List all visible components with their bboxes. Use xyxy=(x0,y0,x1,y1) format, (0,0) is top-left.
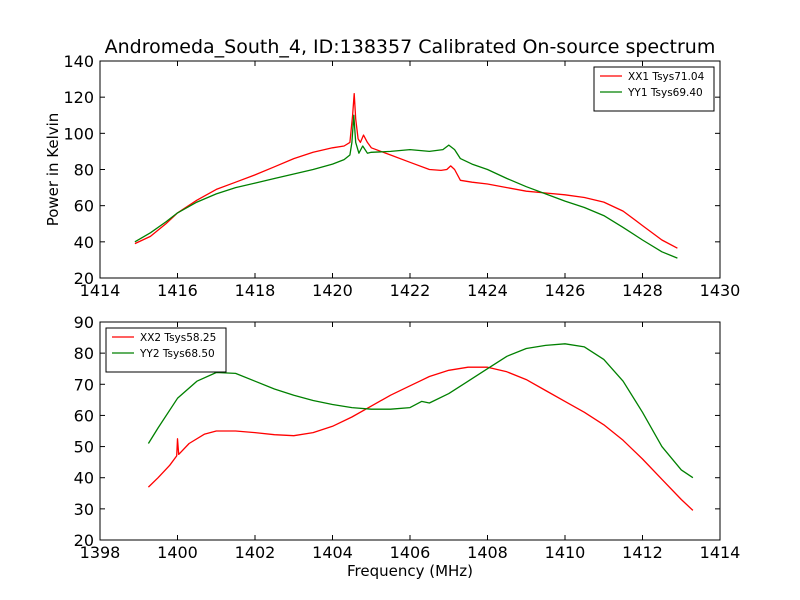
x-tick-label: 1422 xyxy=(390,281,431,300)
y-tick-label: 30 xyxy=(74,500,94,519)
x-tick-label: 1430 xyxy=(700,281,741,300)
x-tick-label: 1398 xyxy=(80,543,121,562)
y-axis-label: Power in Kelvin xyxy=(44,113,62,227)
y-tick-label: 90 xyxy=(74,313,94,332)
legend-label: XX1 Tsys71.04 xyxy=(628,71,705,83)
y-tick-label: 50 xyxy=(74,438,94,457)
legend-box xyxy=(105,327,227,373)
bottom-panel: 1398 1400 1402 1404 1406 1408 1410 1412 1414 20 30… xyxy=(74,313,741,580)
y-tick-label: 120 xyxy=(63,88,94,107)
y-tick-label: 20 xyxy=(74,269,94,288)
x-tick-label: 1406 xyxy=(390,543,431,562)
y-tick-label: 100 xyxy=(63,124,94,143)
x-tick-label: 1414 xyxy=(700,543,741,562)
x-tick-label: 1402 xyxy=(235,543,276,562)
x-tick-label: 1400 xyxy=(157,543,198,562)
top-panel: 1414 1416 1418 1420 1422 1424 1426 1428 1430 20 40… xyxy=(44,52,740,300)
y-tick-label: 60 xyxy=(74,406,94,425)
series-line-2 xyxy=(147,343,694,479)
legend-label: YY1 Tsys69.40 xyxy=(627,87,703,99)
y-tick-label: 20 xyxy=(74,531,94,550)
x-tick-label: 1416 xyxy=(157,281,198,300)
x-tick-label: 1412 xyxy=(622,543,663,562)
series-line-1 xyxy=(134,92,678,249)
y-tick-label: 140 xyxy=(63,52,94,71)
x-tick-label: 1408 xyxy=(467,543,508,562)
chart-title: Andromeda_South_4, ID:138357 Calibrated … xyxy=(105,36,716,58)
legend-label: YY2 Tsys68.50 xyxy=(139,348,215,360)
x-tick-label: 1420 xyxy=(312,281,353,300)
x-axis-label: Frequency (MHz) xyxy=(347,562,473,580)
x-tick-label: 1414 xyxy=(80,281,121,300)
x-tick-label: 1426 xyxy=(545,281,586,300)
y-tick-label: 70 xyxy=(74,375,94,394)
series-line-2 xyxy=(134,114,678,259)
x-tick-label: 1404 xyxy=(312,543,353,562)
series-line-1 xyxy=(147,366,694,511)
y-tick-label: 80 xyxy=(74,161,94,180)
x-tick-label: 1428 xyxy=(622,281,663,300)
legend-label: XX2 Tsys58.25 xyxy=(140,332,216,344)
x-tick-label: 1424 xyxy=(467,281,508,300)
legend-box xyxy=(593,66,715,112)
x-tick-label: 1410 xyxy=(545,543,586,562)
x-tick-label: 1418 xyxy=(235,281,276,300)
legend: XX2 Tsys58.25 YY2 Tsys68.50 xyxy=(105,327,227,373)
y-tick-label: 60 xyxy=(74,197,94,216)
y-tick-label: 40 xyxy=(74,469,94,488)
legend: XX1 Tsys71.04 YY1 Tsys69.40 xyxy=(593,66,715,112)
y-tick-label: 80 xyxy=(74,344,94,363)
y-tick-label: 40 xyxy=(74,233,94,252)
